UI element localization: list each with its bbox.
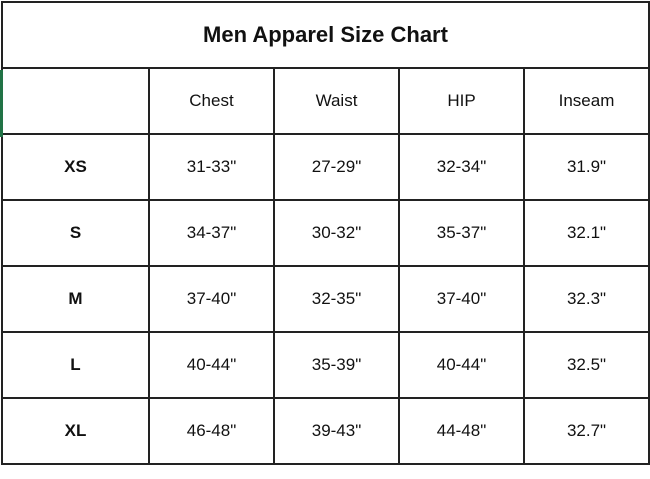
- inseam-cell: 32.3": [523, 265, 650, 333]
- hip-cell: 37-40": [398, 265, 525, 333]
- header-cell-hip: HIP: [398, 67, 525, 135]
- inseam-cell: 32.1": [523, 199, 650, 267]
- table-row: XL 46-48" 39-43" 44-48" 32.7": [1, 397, 650, 465]
- header-cell-inseam: Inseam: [523, 67, 650, 135]
- hip-cell: 35-37": [398, 199, 525, 267]
- waist-cell: 30-32": [273, 199, 400, 267]
- size-chart-table: Men Apparel Size Chart Chest Waist HIP I…: [1, 1, 650, 465]
- waist-cell: 32-35": [273, 265, 400, 333]
- hip-cell: 32-34": [398, 133, 525, 201]
- table-row: L 40-44" 35-39" 40-44" 32.5": [1, 331, 650, 399]
- waist-cell: 27-29": [273, 133, 400, 201]
- size-cell: XS: [1, 133, 150, 201]
- chest-cell: 40-44": [148, 331, 275, 399]
- header-cell-empty: [1, 67, 150, 135]
- table-row: S 34-37" 30-32" 35-37" 32.1": [1, 199, 650, 267]
- chest-cell: 34-37": [148, 199, 275, 267]
- inseam-cell: 31.9": [523, 133, 650, 201]
- chest-cell: 46-48": [148, 397, 275, 465]
- hip-cell: 40-44": [398, 331, 525, 399]
- hip-cell: 44-48": [398, 397, 525, 465]
- size-cell: M: [1, 265, 150, 333]
- chest-cell: 31-33": [148, 133, 275, 201]
- header-cell-chest: Chest: [148, 67, 275, 135]
- size-cell: S: [1, 199, 150, 267]
- size-cell: L: [1, 331, 150, 399]
- title-row: Men Apparel Size Chart: [1, 1, 650, 69]
- table-title: Men Apparel Size Chart: [1, 1, 650, 69]
- size-cell: XL: [1, 397, 150, 465]
- table-row: XS 31-33" 27-29" 32-34" 31.9": [1, 133, 650, 201]
- header-row: Chest Waist HIP Inseam: [1, 67, 650, 135]
- table-row: M 37-40" 32-35" 37-40" 32.3": [1, 265, 650, 333]
- waist-cell: 35-39": [273, 331, 400, 399]
- inseam-cell: 32.7": [523, 397, 650, 465]
- header-cell-waist: Waist: [273, 67, 400, 135]
- inseam-cell: 32.5": [523, 331, 650, 399]
- waist-cell: 39-43": [273, 397, 400, 465]
- chest-cell: 37-40": [148, 265, 275, 333]
- row-selection-marker: [0, 70, 3, 137]
